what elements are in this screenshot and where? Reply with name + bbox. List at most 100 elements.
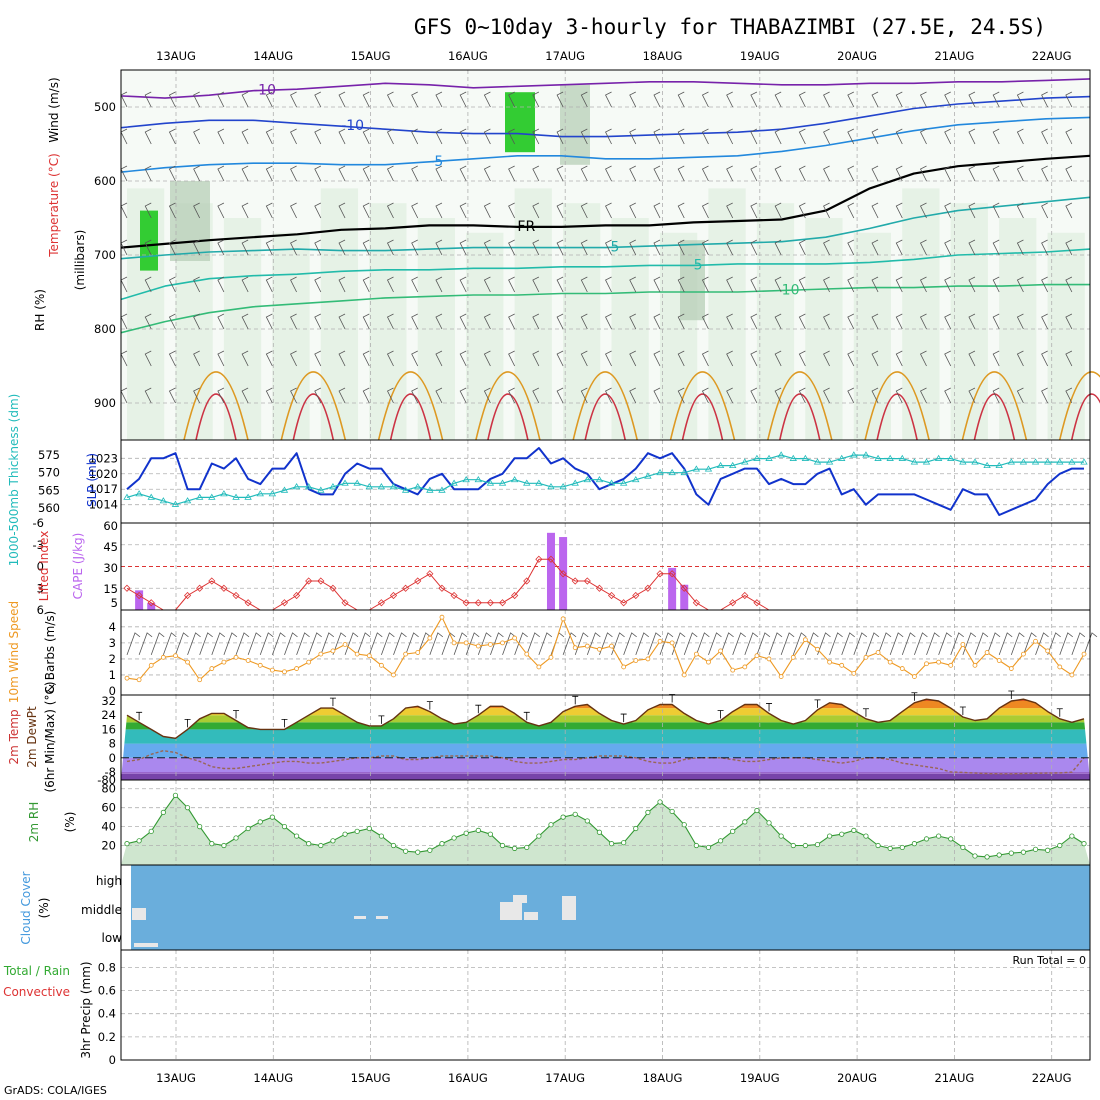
upper-wind-barb bbox=[386, 91, 394, 108]
lifted-index-point bbox=[523, 577, 531, 585]
upper-wind-barb bbox=[556, 313, 564, 330]
lifted-index-point bbox=[644, 584, 652, 592]
upper-wind-barb bbox=[217, 202, 225, 219]
isotherm-label: -10 bbox=[253, 83, 276, 99]
surface-wind-barb bbox=[926, 632, 940, 656]
upper-wind-barb bbox=[629, 202, 637, 219]
thickness-point bbox=[438, 486, 446, 493]
rh2m-point bbox=[693, 842, 699, 849]
surface-wind-barb bbox=[962, 632, 977, 656]
upper-wind-barb bbox=[847, 202, 855, 219]
rh2m-point bbox=[451, 835, 457, 841]
upper-wind-barb bbox=[968, 128, 976, 145]
upper-wind-barb bbox=[653, 165, 661, 182]
lifted-index-point bbox=[220, 584, 228, 592]
isotherm-line bbox=[120, 248, 1091, 301]
wind-speed-point bbox=[609, 643, 614, 649]
lifted-index-point bbox=[329, 584, 337, 592]
precip-tick: 0.4 bbox=[98, 1007, 116, 1021]
upper-wind-barb bbox=[774, 350, 782, 367]
wind-speed-point bbox=[802, 637, 808, 643]
boundary-layer-contour bbox=[572, 371, 638, 441]
lifted-index-point bbox=[668, 570, 676, 578]
surface-wind-barb bbox=[865, 632, 880, 656]
surface-wind-barb bbox=[659, 632, 674, 656]
rh2m-point bbox=[403, 848, 409, 854]
rh2m-point bbox=[221, 842, 227, 849]
upper-wind-barb bbox=[726, 91, 734, 108]
upper-wind-barb bbox=[168, 313, 176, 330]
surface-wind-barb bbox=[223, 632, 238, 656]
cloud-patch bbox=[513, 895, 527, 903]
upper-wind-barb bbox=[508, 239, 516, 256]
upper-wind-barb bbox=[314, 202, 322, 219]
rh2m-point bbox=[378, 833, 384, 839]
upper-wind-barb bbox=[217, 313, 225, 330]
upper-wind-barb bbox=[386, 202, 394, 219]
lifted-index-point bbox=[438, 584, 446, 592]
upper-wind-barb bbox=[677, 91, 685, 108]
upper-wind-barb bbox=[193, 387, 201, 404]
upper-wind-barb bbox=[798, 202, 806, 219]
thickness-point bbox=[716, 461, 725, 469]
cloud-patch bbox=[354, 916, 366, 919]
upper-wind-barb bbox=[532, 91, 540, 108]
upper-wind-barb bbox=[290, 165, 297, 182]
upper-wind-barb bbox=[241, 239, 249, 256]
upper-wind-barb bbox=[459, 202, 467, 219]
lifted-index-point bbox=[680, 584, 688, 592]
cape-axis-label: CAPE (J/kg) bbox=[71, 533, 85, 600]
upper-wind-barb bbox=[823, 276, 830, 293]
surface-wind-barb bbox=[429, 632, 444, 656]
temp-axis-label: Temperature (°C) bbox=[47, 153, 61, 258]
rh2m-point bbox=[875, 842, 881, 849]
upper-wind-barb bbox=[871, 128, 879, 145]
temp-maxmin-marker bbox=[378, 715, 385, 724]
thickness-point bbox=[305, 483, 313, 490]
upper-wind-barb bbox=[580, 202, 588, 219]
upper-wind-barb bbox=[847, 91, 855, 108]
thickness-point bbox=[329, 483, 337, 490]
isotherm-label: -10 bbox=[341, 118, 364, 134]
upper-wind-barb bbox=[605, 276, 612, 293]
upper-wind-barb bbox=[435, 276, 443, 293]
rh2m-point bbox=[948, 836, 954, 842]
isotherm-line bbox=[120, 78, 1091, 99]
upper-wind-barb bbox=[798, 91, 806, 108]
upper-wind-barb bbox=[750, 128, 758, 145]
upper-wind-barb bbox=[895, 128, 903, 145]
upper-wind-barb bbox=[290, 202, 297, 219]
upper-wind-barb bbox=[750, 165, 758, 182]
slp-axis-label: SLP (mb) bbox=[85, 453, 99, 507]
upper-wind-barb bbox=[798, 276, 806, 293]
upper-wind-barb bbox=[435, 165, 443, 182]
upper-wind-barb bbox=[629, 91, 637, 108]
rh2m-point bbox=[184, 805, 191, 811]
surface-wind-barb bbox=[332, 632, 347, 656]
cape-tick: 5 bbox=[111, 596, 118, 610]
upper-wind-barb bbox=[968, 276, 976, 293]
surface-wind-barb bbox=[320, 632, 335, 656]
surface-wind-barb bbox=[1010, 632, 1025, 656]
li-axis-label: Lifted Index bbox=[37, 531, 51, 602]
cape-bar bbox=[147, 602, 156, 610]
wind-speed-point bbox=[597, 646, 602, 652]
upper-wind-barb bbox=[968, 239, 976, 256]
upper-wind-barb bbox=[435, 387, 443, 404]
upper-wind-barb bbox=[677, 239, 685, 256]
upper-wind-barb bbox=[1065, 239, 1073, 256]
thickness-point bbox=[1007, 458, 1016, 465]
wind-speed-point bbox=[1045, 648, 1051, 654]
upper-wind-barb bbox=[217, 239, 225, 256]
slp-tick: 1017 bbox=[89, 482, 118, 496]
wind-speed-point bbox=[330, 648, 336, 654]
thickness-point bbox=[1031, 458, 1040, 465]
upper-wind-barb bbox=[726, 276, 734, 293]
upper-wind-barb bbox=[871, 350, 879, 367]
wind-speed-point bbox=[936, 659, 942, 665]
upper-wind-barb bbox=[919, 387, 927, 404]
upper-wind-barb bbox=[508, 313, 516, 330]
rh-shade-band bbox=[320, 188, 359, 440]
wind-speed-point bbox=[269, 667, 275, 673]
